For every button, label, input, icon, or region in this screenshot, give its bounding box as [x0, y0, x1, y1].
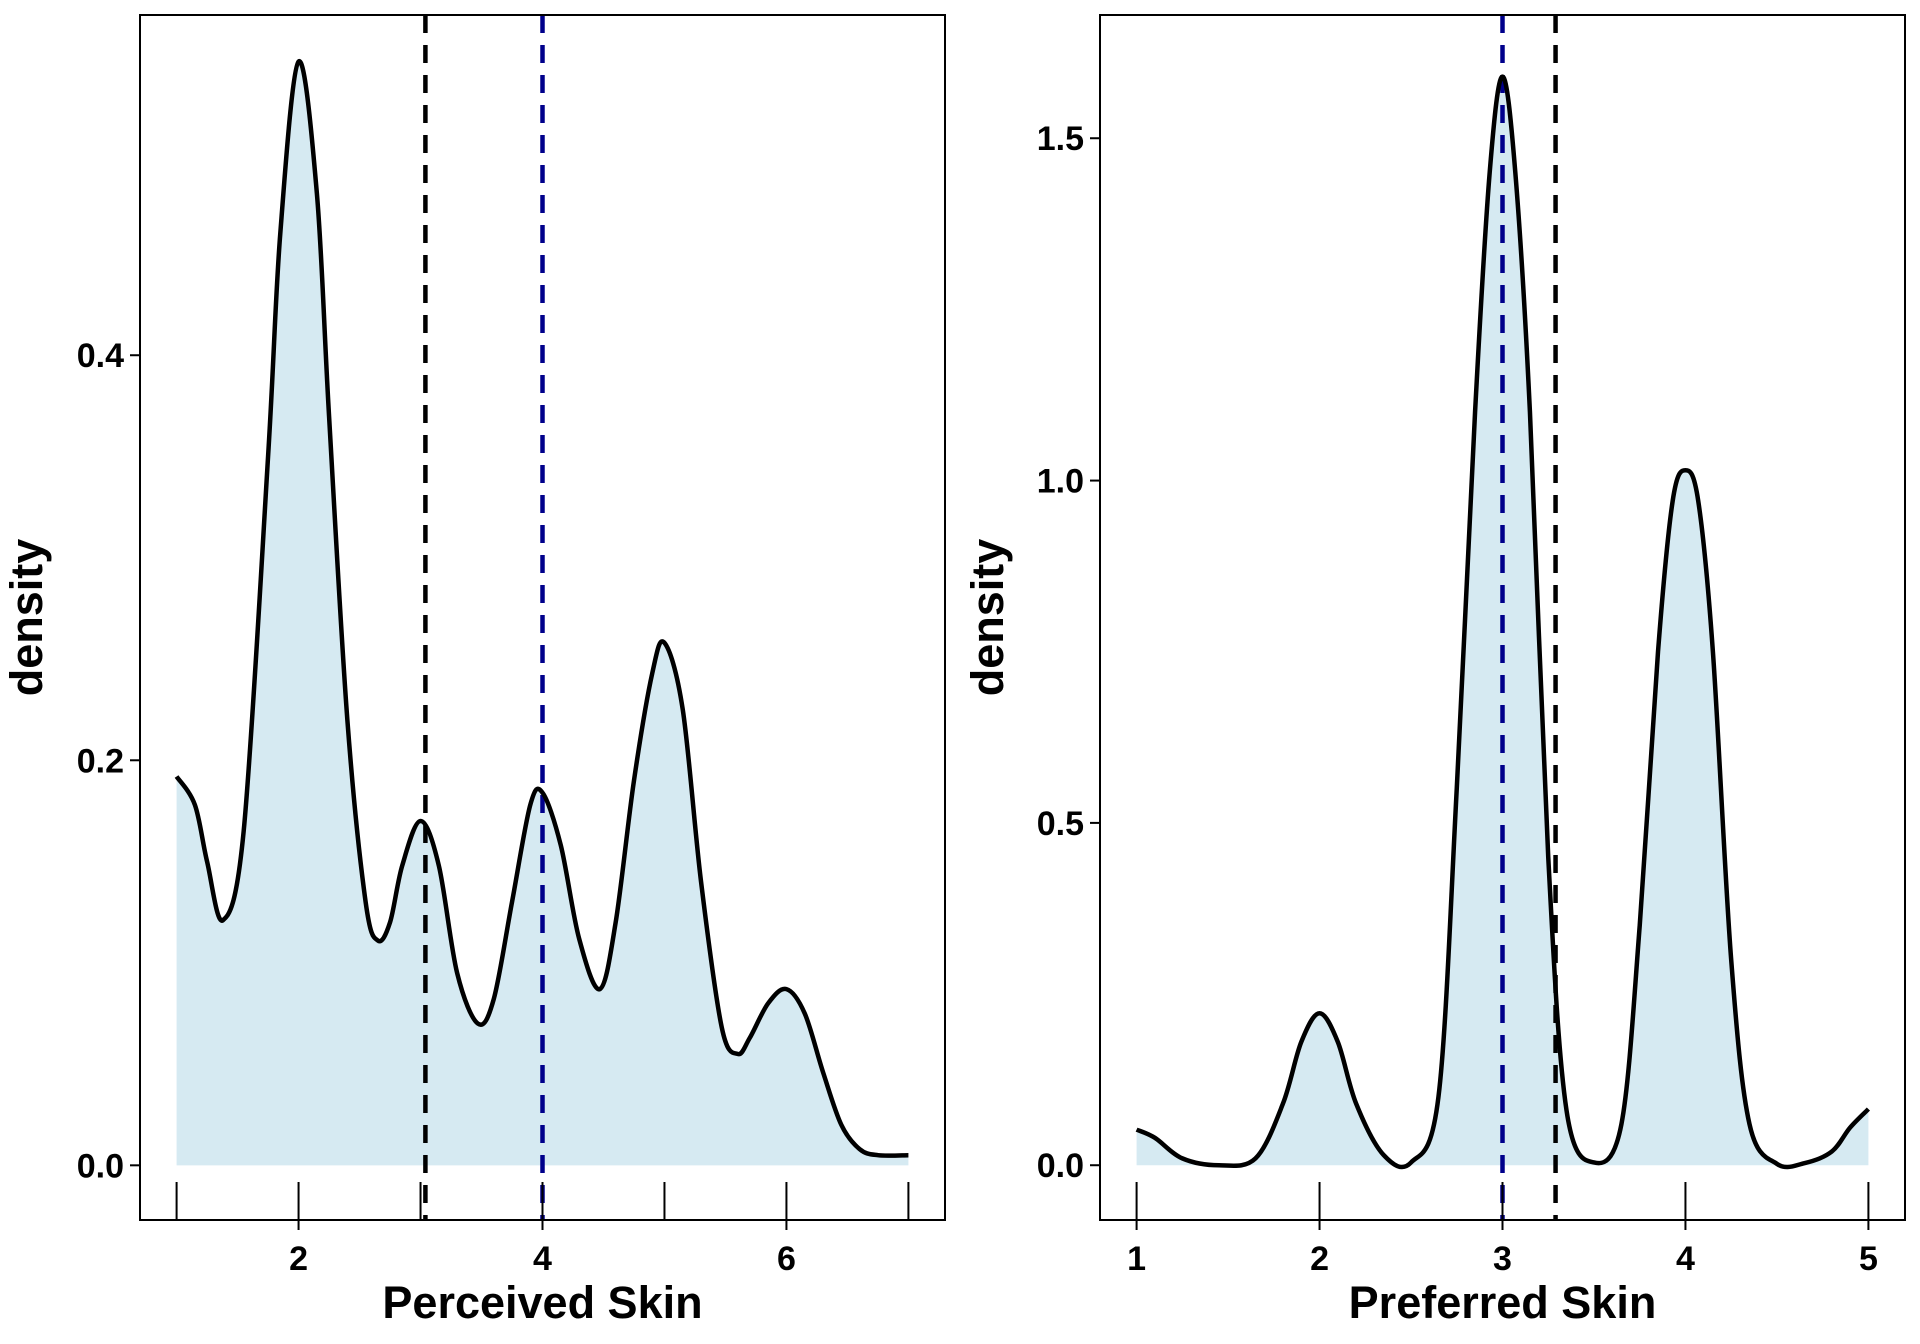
panel-1: 0.0 0.2 0.4 2 4 6 Perceived Skin density	[1, 14, 946, 1328]
y-tick-label-4: 1.5	[1037, 120, 1084, 158]
density-curve	[1135, 74, 1871, 1170]
x-axis-title: Perceived Skin	[382, 1277, 702, 1328]
density-curve	[174, 59, 909, 1158]
x-tick-label-3: 3	[1493, 1240, 1512, 1278]
x-tick-label-2: 2	[1310, 1240, 1329, 1278]
density-area	[176, 61, 909, 1166]
x-tick-label-3: 6	[777, 1240, 796, 1278]
y-tick-label-2: 0.2	[77, 742, 124, 780]
x-tick-label-2: 4	[533, 1240, 552, 1278]
x-tick-label-1: 1	[1127, 1240, 1146, 1278]
y-axis-title: density	[962, 539, 1013, 697]
panel-2: 0.0 0.5 1.0 1.5 1 2 3 4 5 Preferred Skin density	[962, 14, 1906, 1328]
x-tick-label-5: 5	[1859, 1240, 1878, 1278]
y-tick-label-1: 0.0	[77, 1147, 124, 1185]
y-tick-label-1: 0.0	[1037, 1147, 1084, 1185]
x-axis-title: Preferred Skin	[1349, 1277, 1657, 1328]
y-axis-title: density	[1, 539, 52, 697]
y-tick-label-3: 0.4	[77, 337, 124, 375]
y-tick-label-2: 0.5	[1037, 805, 1084, 843]
x-tick-label-1: 2	[289, 1240, 308, 1278]
x-tick-label-4: 4	[1676, 1240, 1695, 1278]
y-tick-label-3: 1.0	[1037, 463, 1084, 501]
